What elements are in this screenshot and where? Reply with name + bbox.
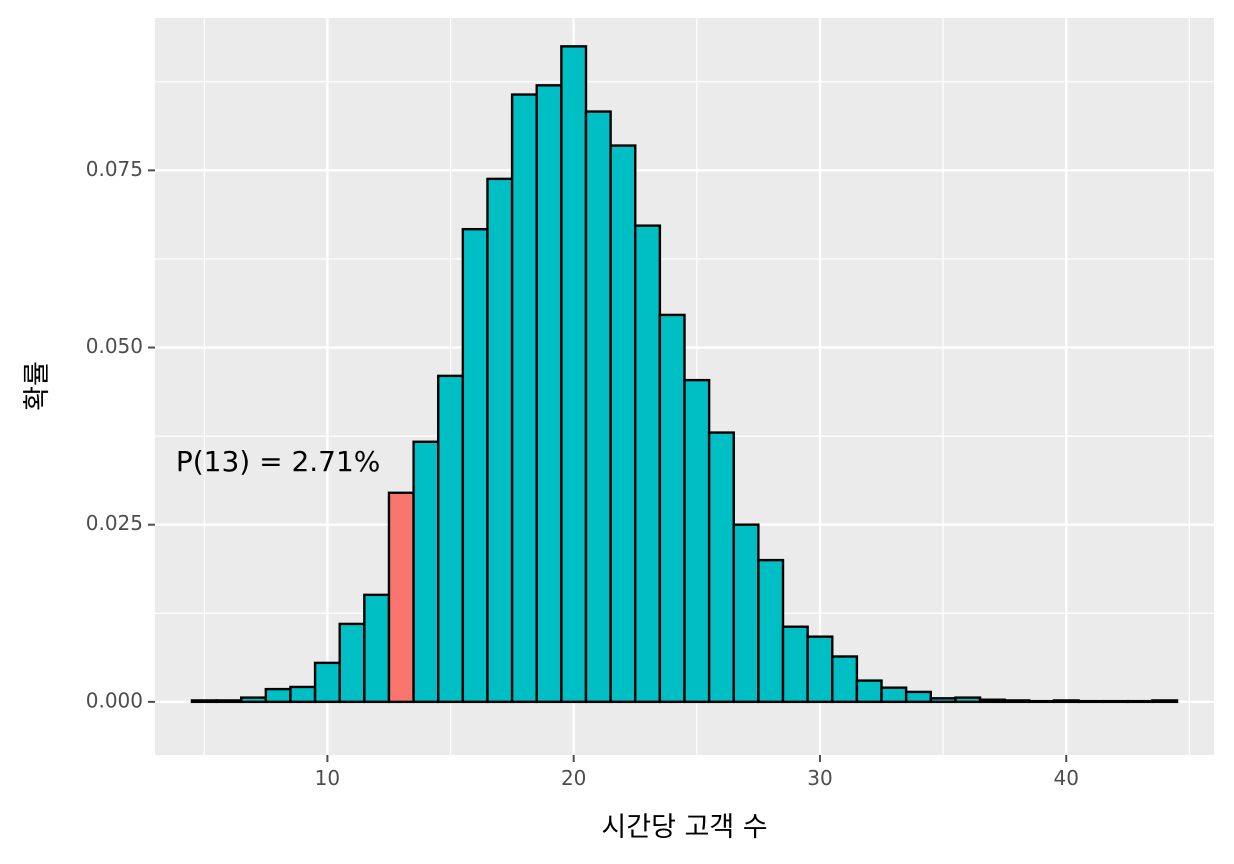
x-tick-label: 30 (807, 766, 832, 790)
highlighted-bar (387, 491, 415, 704)
histogram-bar (732, 523, 760, 704)
bars (190, 45, 1179, 704)
histogram-bar (412, 440, 440, 704)
histogram-bar (510, 93, 538, 704)
histogram-bar (831, 655, 859, 704)
histogram-bar (437, 374, 465, 704)
y-axis-title: 확률 (22, 361, 53, 411)
histogram-bar (239, 696, 268, 704)
histogram-bar (215, 699, 243, 704)
x-tick-label: 40 (1054, 766, 1079, 790)
histogram-bar (855, 679, 883, 704)
histogram-bar (313, 661, 341, 704)
x-tick-label: 20 (561, 766, 586, 790)
histogram-bar (757, 558, 785, 704)
y-tick-label: 0.075 (86, 157, 143, 181)
histogram-bar (880, 686, 908, 704)
histogram-bar (683, 378, 711, 704)
x-tick-label: 10 (315, 766, 340, 790)
histogram-bar (929, 697, 957, 704)
histogram-bar (904, 690, 932, 704)
histogram-bar (289, 685, 317, 704)
histogram-bar (190, 699, 218, 704)
histogram-bar (707, 431, 735, 704)
histogram-bar (806, 635, 834, 704)
histogram-bar (535, 84, 563, 704)
histogram-bar (1028, 699, 1056, 704)
histogram-bar (634, 224, 662, 704)
y-tick-label: 0.000 (86, 688, 143, 712)
annotation-label: P(13) = 2.71% (176, 445, 381, 478)
y-tick-label: 0.025 (86, 511, 143, 535)
histogram-bar (954, 696, 982, 704)
histogram-bar (1052, 699, 1080, 704)
histogram-bar (584, 110, 612, 704)
histogram-bar (1101, 699, 1130, 704)
histogram-bar (1003, 699, 1031, 704)
histogram-bar (264, 687, 292, 704)
histogram-bar (658, 313, 686, 704)
histogram-bar (338, 622, 366, 704)
histogram-bar (1077, 699, 1105, 704)
histogram-bar (486, 177, 514, 704)
y-tick-label: 0.050 (86, 334, 143, 358)
histogram-bar (1126, 699, 1154, 704)
annotations: P(13) = 2.71% (176, 445, 381, 478)
histogram-bar (978, 698, 1006, 704)
axes: 0.000 0.025 0.050 0.075 10 20 30 40 (86, 157, 1079, 790)
histogram-bar (560, 45, 588, 704)
histogram-bar (461, 227, 489, 704)
histogram-bar (363, 593, 391, 704)
histogram-bar (1151, 699, 1179, 704)
histogram-bar (609, 144, 637, 704)
x-axis-title: 시간당 고객 수 (601, 812, 767, 843)
histogram-bar (781, 625, 809, 704)
